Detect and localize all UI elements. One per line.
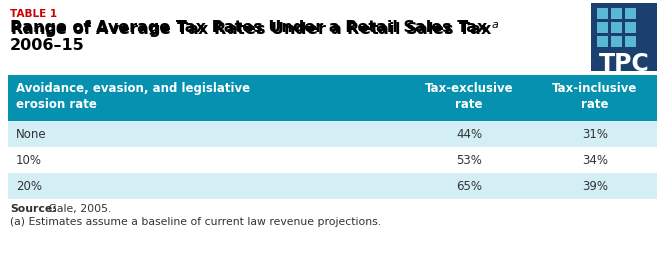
Bar [8,147,657,173]
Text: 44%: 44% [456,127,482,141]
Text: None: None [16,127,47,141]
Bar [597,22,608,33]
Text: 20%: 20% [16,179,42,193]
Bar [611,22,622,33]
Bar [597,8,608,19]
Bar [8,75,657,121]
Text: 53%: 53% [456,153,482,167]
Text: 65%: 65% [456,179,482,193]
Bar [611,8,622,19]
Bar [8,121,657,147]
Text: TPC: TPC [598,52,650,76]
Bar [611,36,622,47]
Text: TABLE 1: TABLE 1 [10,9,57,19]
Text: Source:: Source: [10,204,57,214]
Text: 2006–15: 2006–15 [10,38,84,53]
Bar [625,8,636,19]
Text: (a) Estimates assume a baseline of current law revenue projections.: (a) Estimates assume a baseline of curre… [10,217,381,227]
Bar [625,36,636,47]
Text: Tax-exclusive
rate: Tax-exclusive rate [425,82,513,112]
Bar [625,22,636,33]
Text: Avoidance, evasion, and legislative
erosion rate: Avoidance, evasion, and legislative eros… [16,82,250,112]
Text: 39%: 39% [582,179,608,193]
Bar [8,173,657,199]
Text: 31%: 31% [582,127,608,141]
Text: 10%: 10% [16,153,42,167]
Text: Range of Average Tax Rates Under a Retail Sales Tax$^a$: Range of Average Tax Rates Under a Retai… [10,20,499,40]
Bar [591,3,657,71]
Text: Gale, 2005.: Gale, 2005. [45,204,111,214]
Text: 34%: 34% [582,153,608,167]
Text: Range of Average Tax Rates Under a Retail Sales Tax: Range of Average Tax Rates Under a Retai… [10,20,487,35]
Bar [597,36,608,47]
Text: Tax-inclusive
rate: Tax-inclusive rate [553,82,638,112]
